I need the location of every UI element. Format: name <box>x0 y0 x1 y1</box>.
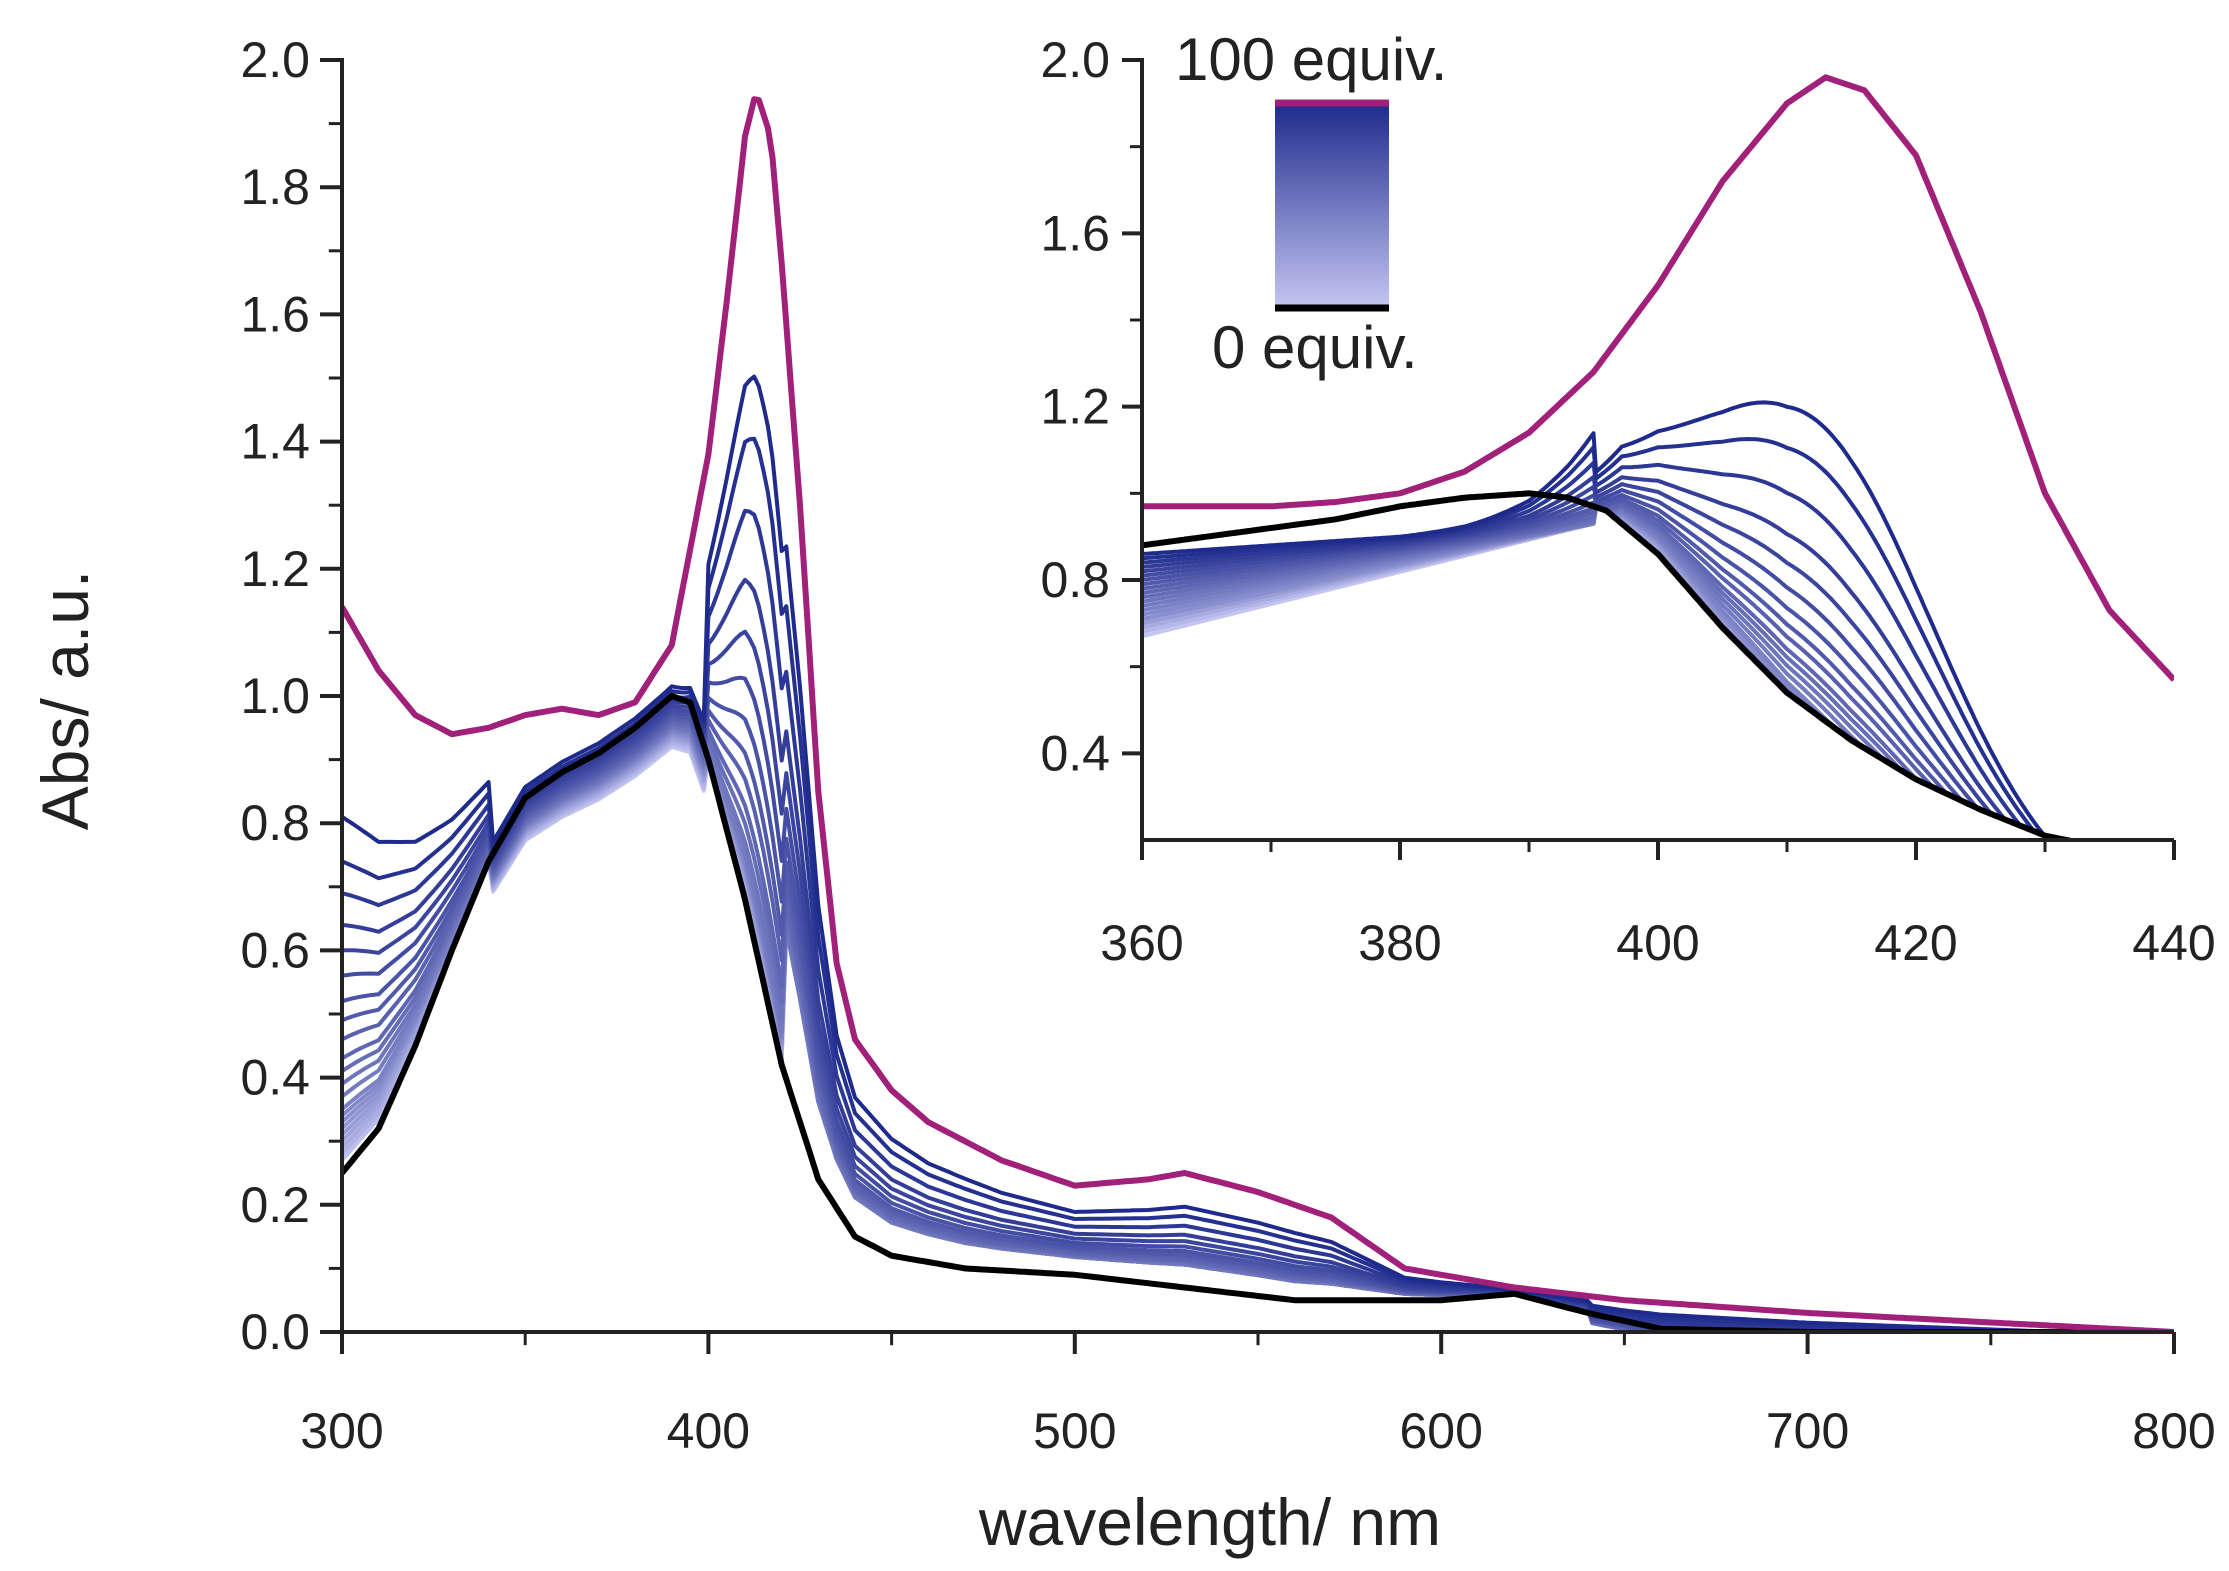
main-y-tick-label: 1.6 <box>240 286 310 342</box>
main-x-tick-label: 300 <box>300 1403 383 1459</box>
legend-top-label: 100 equiv. <box>1175 26 1447 93</box>
inset-y-tick-label: 0.4 <box>1040 725 1110 781</box>
main-axes: 300 400 500 600 700 800 0.0 0.2 0.4 0.6 0.8 1.0 1.2… <box>240 32 2215 1459</box>
main-trace-100-equiv <box>342 96 2174 1332</box>
main-y-tick-label: 1.4 <box>240 414 310 470</box>
inset-intermediate-trace <box>1142 437 2077 840</box>
main-intermediate-trace <box>342 675 2174 1332</box>
main-intermediate-trace <box>342 436 2174 1332</box>
inset-trace-0-equiv <box>1142 490 2082 840</box>
main-traces <box>342 96 2174 1332</box>
inset-traces <box>1142 74 2174 840</box>
inset-y-tick-label: 1.6 <box>1040 205 1110 261</box>
main-spectrum-plot: 300 400 500 600 700 800 0.0 0.2 0.4 0.6 0.8 1.0 1.2… <box>28 32 2216 1559</box>
inset-x-tick-label: 440 <box>2132 915 2215 971</box>
main-intermediate-trace <box>342 374 2174 1332</box>
main-y-tick-label: 1.0 <box>240 668 310 724</box>
main-y-tick-label: 1.8 <box>240 159 310 215</box>
inset-x-tick-label: 420 <box>1874 915 1957 971</box>
inset-intermediate-trace <box>1142 400 2077 840</box>
x-axis-title: wavelength/ nm <box>978 1485 1441 1559</box>
inset-intermediate-trace <box>1142 460 2077 840</box>
main-x-tick-label: 600 <box>1399 1403 1482 1459</box>
inset-x-tick-label: 380 <box>1358 915 1441 971</box>
inset-spectrum-plot: 360 380 400 420 440 0.4 0.8 1.2 1.6 2.0 100 equi… <box>1040 26 2215 971</box>
main-y-tick-label: 0.0 <box>240 1304 310 1360</box>
main-y-tick-label: 0.4 <box>240 1050 310 1106</box>
legend-bottom-label: 0 equiv. <box>1212 314 1418 381</box>
y-axis-title: Abs/ a.u. <box>28 570 102 831</box>
main-intermediate-trace <box>342 577 2174 1332</box>
equivalents-legend: 100 equiv. 0 equiv. <box>1175 26 1447 381</box>
inset-y-tick-label: 1.2 <box>1040 379 1110 435</box>
inset-axes: 360 380 400 420 440 0.4 0.8 1.2 1.6 2.0 <box>1040 32 2215 971</box>
main-intermediate-trace <box>342 695 2174 1332</box>
main-y-tick-label: 0.6 <box>240 922 310 978</box>
main-x-tick-label: 400 <box>667 1403 750 1459</box>
inset-y-tick-label: 0.8 <box>1040 552 1110 608</box>
main-intermediate-trace <box>342 629 2174 1332</box>
inset-trace-100-equiv <box>1142 74 2174 682</box>
inset-y-tick-label: 2.0 <box>1040 32 1110 88</box>
main-x-tick-label: 700 <box>1766 1403 1849 1459</box>
main-y-tick-label: 0.2 <box>240 1177 310 1233</box>
inset-x-tick-label: 400 <box>1616 915 1699 971</box>
main-x-tick-label: 800 <box>2132 1403 2215 1459</box>
main-intermediate-trace <box>342 708 2174 1332</box>
main-y-tick-label: 1.2 <box>240 541 310 597</box>
main-y-tick-label: 0.8 <box>240 795 310 851</box>
main-trace-0-equiv <box>342 693 2174 1332</box>
main-x-tick-label: 500 <box>1033 1403 1116 1459</box>
inset-x-tick-label: 360 <box>1100 915 1183 971</box>
legend-gradient-bar <box>1275 103 1389 308</box>
main-y-tick-label: 2.0 <box>240 32 310 88</box>
